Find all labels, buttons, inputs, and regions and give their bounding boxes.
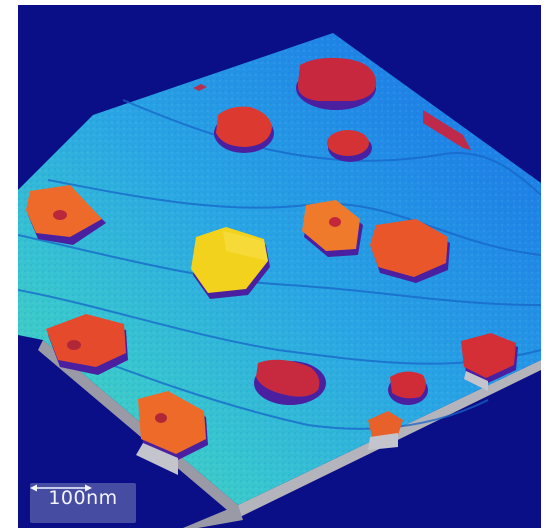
afm-image-frame: 100nm [18, 5, 541, 528]
island-10 [388, 371, 428, 405]
island-3 [327, 130, 372, 162]
island-12 [136, 391, 208, 475]
island-6 [302, 200, 363, 257]
scale-bar-label: 100nm [48, 487, 118, 509]
island-7 [370, 219, 450, 283]
island-5 [191, 227, 270, 299]
double-arrow-icon [30, 484, 92, 492]
island-2 [214, 106, 274, 153]
small-defect [193, 84, 207, 91]
island-8 [46, 314, 128, 375]
island-1 [296, 57, 377, 110]
island-11 [461, 333, 518, 391]
island-9 [254, 359, 326, 405]
island-13 [368, 411, 403, 450]
edge-island [423, 110, 471, 150]
substrate-edge-left [38, 340, 238, 515]
island-4 [26, 185, 106, 245]
afm-surface-render [18, 33, 541, 528]
scale-bar: 100nm [30, 483, 136, 523]
